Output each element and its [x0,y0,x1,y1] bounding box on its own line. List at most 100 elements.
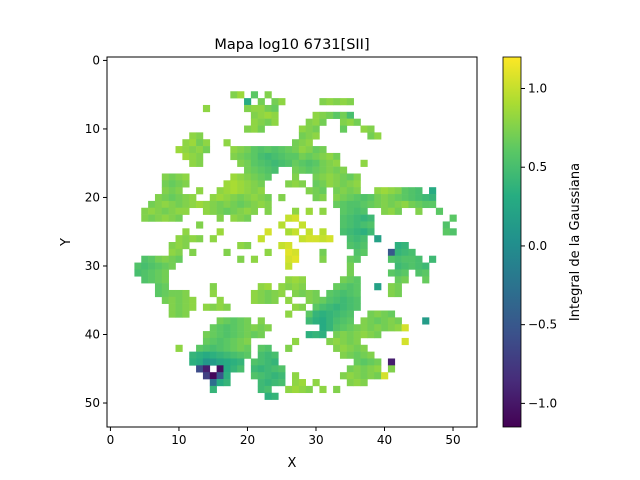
heatmap-cell [141,255,149,263]
heatmap-cell [360,242,368,250]
heatmap-cell [353,324,361,332]
heatmap-cell [278,372,286,380]
heatmap-cell [237,91,245,99]
heatmap-cell [209,289,217,298]
heatmap-cell [422,276,430,284]
heatmap-cell [216,296,224,304]
heatmap-cell [333,152,341,161]
heatmap-cell [202,337,211,346]
heatmap-cell [360,214,368,222]
heatmap-cell [216,344,224,352]
heatmap-cell [175,310,183,318]
heatmap-cell [230,207,238,215]
heatmap-cell [333,324,341,332]
heatmap-cell [360,125,368,133]
heatmap-cell [339,187,348,195]
heatmap-cell [305,296,313,304]
heatmap-cell [182,173,190,181]
heatmap-cell [196,146,204,154]
heatmap-cell [326,98,334,106]
heatmap-cell [278,194,286,202]
heatmap-cell [292,166,300,174]
heatmap-cell [367,125,375,133]
heatmap-cell [415,269,423,277]
heatmap-cell [298,132,306,140]
heatmap-cell [401,187,409,195]
heatmap-cell [298,289,306,298]
heatmap-cell [278,289,286,298]
heatmap-cell [161,173,169,181]
heatmap-cell [367,365,375,373]
heatmap-cell [339,337,348,346]
heatmap-cell [250,152,259,161]
heatmap-cell [367,200,375,209]
heatmap-cell [319,194,327,202]
heatmap-cell [257,235,265,243]
heatmap-cell [339,200,348,209]
heatmap-cell [196,159,204,167]
heatmap-cell [374,317,382,325]
heatmap-cell [257,331,265,339]
heatmap-cell [196,132,204,140]
heatmap-cell [401,337,409,346]
heatmap-cell [257,296,265,304]
heatmap-cell [168,187,176,195]
heatmap-cell [305,385,313,394]
heatmap-cell [353,372,361,380]
heatmap-cell [374,194,382,202]
heatmap-cell [161,200,169,209]
plot-frame [106,56,478,428]
heatmap-cell [264,118,272,126]
heatmap-cell [202,358,211,366]
heatmap-cell [230,200,238,209]
heatmap-cell [346,221,354,229]
heatmap-cell [381,310,389,318]
heatmap-cell [374,132,382,140]
heatmap-cell [312,187,320,195]
heatmap-cell [175,296,183,304]
heatmap-cell [264,296,272,304]
heatmap-cell [326,111,334,119]
heatmap-cell [264,392,272,400]
heatmap-cell [230,365,238,373]
heatmap-cell [298,221,306,229]
heatmap-cell [257,180,265,188]
heatmap-cell [244,200,252,209]
heatmap-cell [429,194,437,202]
heatmap-cell [223,351,231,359]
heatmap-cell [298,235,306,243]
heatmap-cell [141,214,149,222]
heatmap-cell [387,283,396,291]
heatmap-cell [298,125,306,133]
heatmap-cell [346,365,354,373]
heatmap-cell [209,194,217,202]
heatmap-cell [319,331,327,339]
heatmap-cell [257,289,265,298]
heatmap-cell [374,235,382,243]
heatmap-cell [168,262,176,270]
heatmap-cell [319,385,327,394]
heatmap-cell [346,379,354,387]
heatmap-cell [312,180,320,188]
heatmap-cell [223,372,231,380]
heatmap-cell [285,283,293,291]
heatmap-cell [278,365,286,373]
heatmap-cell [422,269,430,277]
heatmap-cell [305,207,313,215]
heatmap-cell [387,255,396,263]
heatmap-cell [401,262,409,270]
heatmap-cell [168,214,176,222]
heatmap-cell [230,358,238,366]
heatmap-cell [319,235,327,243]
heatmap-cell [264,283,272,291]
heatmap-cell [387,187,396,195]
heatmap-cell [312,194,320,202]
heatmap-cell [223,303,231,311]
heatmap-cell [278,242,286,250]
heatmap-cell [326,310,334,318]
heatmap-cell [333,173,341,181]
heatmap-cell [353,283,361,291]
heatmap-cell [264,173,272,181]
heatmap-cell [367,372,375,380]
heatmap-cell [182,152,190,161]
